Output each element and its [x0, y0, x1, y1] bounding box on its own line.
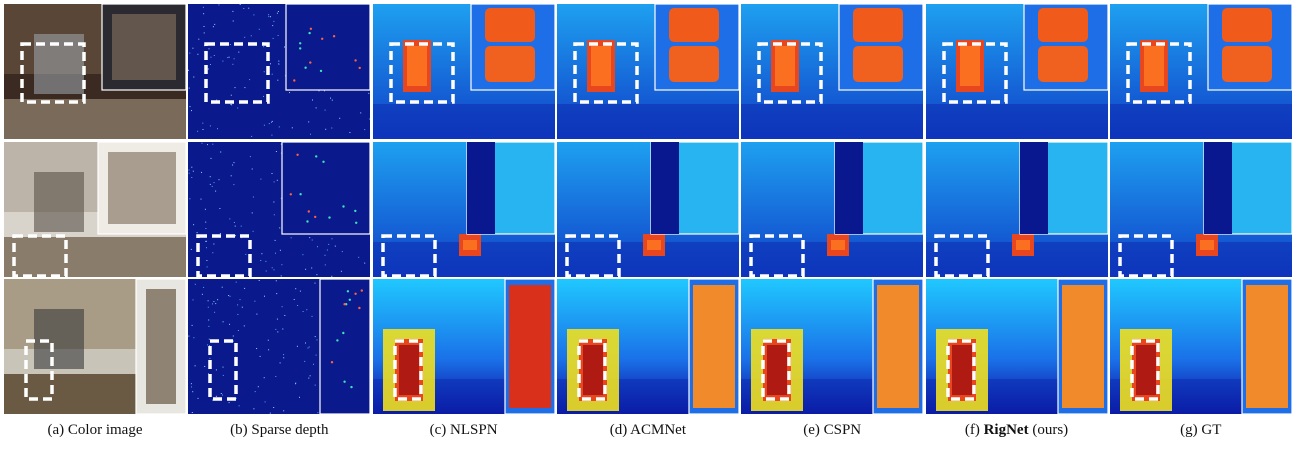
panel-image [1109, 4, 1292, 139]
figure-row-3 [4, 279, 1292, 414]
caption-prefix: (d) ACMNet [609, 422, 687, 438]
panel-image [925, 279, 1108, 414]
panel-depth-r3-c4 [556, 279, 739, 414]
figure-grid [4, 4, 1292, 414]
panel-image [188, 4, 371, 139]
panel-image [925, 141, 1108, 277]
panel-image [556, 4, 739, 139]
panel-depth-r3-c6 [925, 279, 1108, 414]
caption-2: (b) Sparse depth [188, 422, 370, 439]
panel-image [741, 141, 924, 277]
caption-prefix: (g) GT [1180, 422, 1222, 438]
panel-sparse-r1-c2 [188, 4, 371, 139]
caption-row: (a) Color image (b) Sparse depth (c) NLSPN… [4, 422, 1288, 446]
panel-image [1109, 141, 1292, 277]
panel-depth-r2-c3 [372, 141, 555, 277]
panel-sparse-r2-c2 [188, 141, 371, 277]
panel-depth-r1-c4 [556, 4, 739, 139]
caption-1: (a) Color image [4, 422, 186, 439]
caption-prefix: (b) Sparse depth [230, 422, 329, 438]
panel-image [556, 141, 739, 277]
panel-depth-r3-c7 [1109, 279, 1292, 414]
panel-image [741, 279, 924, 414]
panel-depth-r1-c6 [925, 4, 1108, 139]
panel-depth-r3-c5 [741, 279, 924, 414]
figure-row-2 [4, 141, 1292, 277]
panel-image [372, 141, 555, 277]
panel-image [4, 279, 186, 414]
panel-depth-r1-c3 [372, 4, 555, 139]
caption-prefix: (f) [964, 422, 984, 438]
caption-6: (f) RigNet (ours) [926, 422, 1108, 439]
caption-3: (c) NLSPN [373, 422, 555, 439]
panel-depth-r1-c5 [741, 4, 924, 139]
panel-image [925, 4, 1108, 139]
panel-image [188, 141, 371, 277]
caption-method-bold: RigNet [983, 422, 1029, 438]
panel-image [556, 279, 739, 414]
panel-depth-r2-c6 [925, 141, 1108, 277]
figure-row-1 [4, 4, 1292, 139]
caption-prefix: (a) Color image [47, 422, 143, 438]
panel-depth-r2-c5 [741, 141, 924, 277]
panel-color-r2-c1 [4, 141, 186, 277]
caption-4: (d) ACMNet [557, 422, 739, 439]
caption-7: (g) GT [1110, 422, 1292, 439]
panel-image [4, 4, 186, 139]
panel-color-r1-c1 [4, 4, 186, 139]
caption-suffix: (ours) [1028, 422, 1069, 438]
panel-depth-r3-c3 [372, 279, 555, 414]
panel-image [372, 279, 555, 414]
caption-prefix: (e) CSPN [803, 422, 862, 438]
panel-image [372, 4, 555, 139]
caption-prefix: (c) NLSPN [429, 422, 498, 438]
panel-sparse-r3-c2 [188, 279, 371, 414]
panel-image [4, 141, 186, 277]
panel-depth-r1-c7 [1109, 4, 1292, 139]
panel-image [1109, 279, 1292, 414]
panel-depth-r2-c7 [1109, 141, 1292, 277]
panel-image [741, 4, 924, 139]
panel-image [188, 279, 371, 414]
panel-depth-r2-c4 [556, 141, 739, 277]
panel-color-r3-c1 [4, 279, 186, 414]
caption-5: (e) CSPN [741, 422, 923, 439]
